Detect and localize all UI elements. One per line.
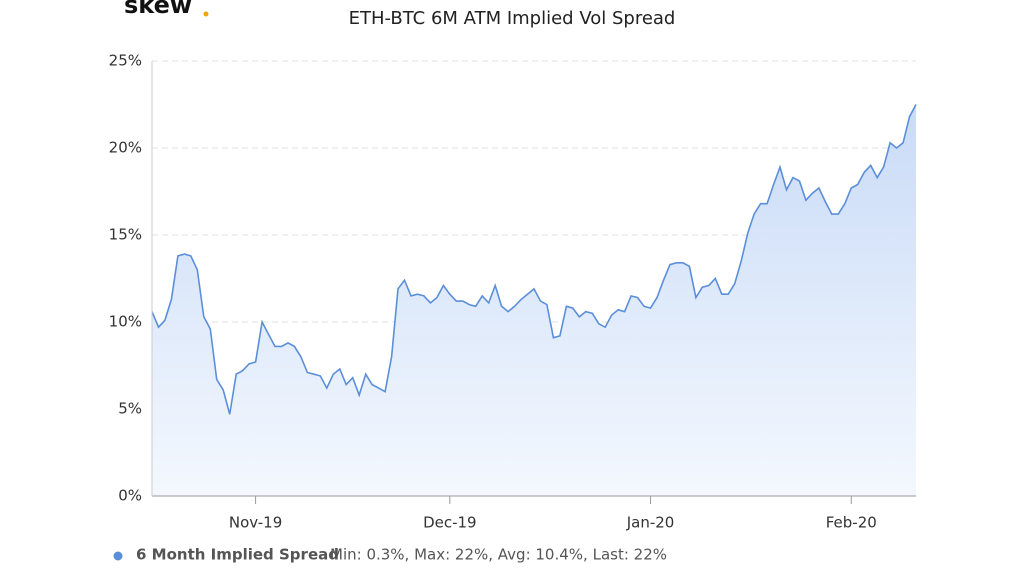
x-tick-label: Jan-20 bbox=[626, 514, 675, 532]
legend-stats: Min: 0.3%, Max: 22%, Avg: 10.4%, Last: 2… bbox=[330, 546, 667, 564]
y-tick-label: 15% bbox=[109, 226, 142, 244]
x-tick-label: Nov-19 bbox=[229, 514, 282, 532]
y-tick-label: 10% bbox=[109, 313, 142, 331]
line bbox=[151, 104, 917, 415]
legend-marker bbox=[113, 551, 123, 561]
y-tick-label: 5% bbox=[118, 400, 142, 418]
legend-label[interactable]: 6 Month Implied Spread bbox=[136, 546, 339, 564]
area-fill bbox=[152, 104, 916, 496]
y-tick-label: 20% bbox=[109, 139, 142, 157]
logo: skew bbox=[124, 0, 192, 19]
x-tick-label: Feb-20 bbox=[826, 514, 877, 532]
y-tick-label: 0% bbox=[118, 487, 142, 505]
plot-area: 0% 5% 10% 15% 20% 25% Nov-19 Dec-19 Jan-20 Feb-20 bbox=[109, 52, 917, 532]
chart-title: ETH-BTC 6M ATM Implied Vol Spread bbox=[349, 8, 676, 29]
logo-dot bbox=[203, 11, 209, 17]
x-tick-label: Dec-19 bbox=[423, 514, 477, 532]
y-tick-label: 25% bbox=[109, 52, 142, 70]
